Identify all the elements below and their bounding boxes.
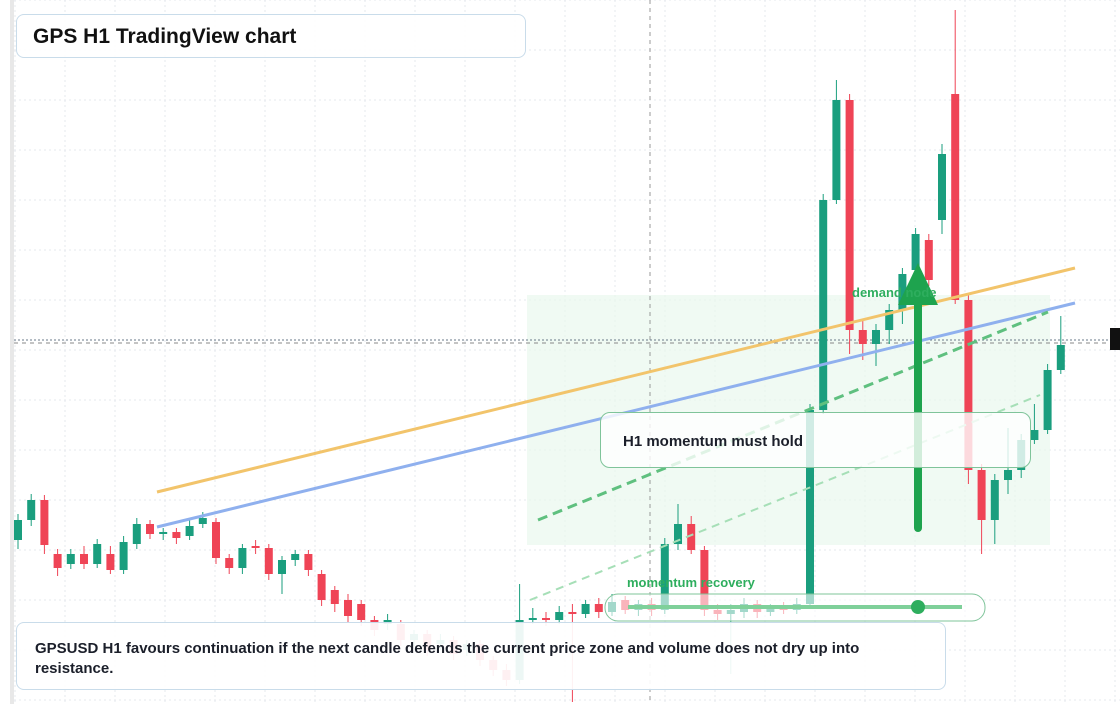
note: GPSUSD H1 favours continuation if the ne… [16,622,946,690]
candle-body [27,500,36,520]
candle-body [251,546,260,548]
candle-body [528,618,537,620]
candle-body [924,240,933,280]
candle-body [885,310,894,330]
candle-body [119,542,128,570]
candle-body [14,520,22,540]
candle-body [687,524,696,550]
candle-body [212,522,220,558]
candle-body [330,590,339,604]
candle-body [1004,470,1012,480]
slider-dot [911,600,925,614]
zone-label: demand node [852,285,937,300]
candle-body [594,604,603,612]
candle-body [225,558,234,568]
candle-body [106,554,115,570]
candle-body [581,604,590,614]
candle-body [278,560,286,574]
candle-body [555,612,564,620]
candle-body [674,524,682,544]
candle-body [845,100,854,330]
candle-body [700,550,709,610]
candle-body [264,548,273,574]
candle-body [93,544,102,564]
trendline-light [529,394,1041,601]
candle-body [132,524,141,544]
candle-body [819,200,828,410]
candle-body [344,600,352,616]
title: GPS H1 TradingView chart [16,14,526,58]
candle-body [172,532,181,538]
candle-body [911,234,920,270]
candle-body [938,154,946,220]
candle-body [898,274,907,310]
candle-body [568,612,577,614]
candle-body [990,480,999,520]
candle-body [1056,345,1065,370]
candle-body [1043,370,1052,430]
candle-body [317,574,326,600]
candle-body [198,518,207,524]
candle-body [806,410,814,604]
candle-body [964,300,973,470]
candle-body [542,618,550,620]
candle-body [185,526,194,536]
candle-body [858,330,867,344]
left-edge [10,0,14,704]
callout: H1 momentum must hold [600,412,1031,468]
candle-body [357,604,366,620]
arrow-head [898,263,938,305]
candle-body [291,554,300,560]
candle-body [80,554,88,564]
candle-body [1030,430,1039,440]
candle-body [53,554,62,568]
candle-body [977,470,986,520]
candle-body [40,500,49,545]
candle-body [872,330,880,344]
candle-body [146,524,154,534]
candle-body [832,100,841,200]
candle-body [238,548,247,568]
candle-body [304,554,313,570]
candle-body [66,554,75,564]
recovery-label: momentum recovery [627,575,755,590]
candle-body [660,544,669,610]
price-tag [1110,328,1120,350]
candle-body [159,532,168,534]
candle-body [951,94,960,300]
